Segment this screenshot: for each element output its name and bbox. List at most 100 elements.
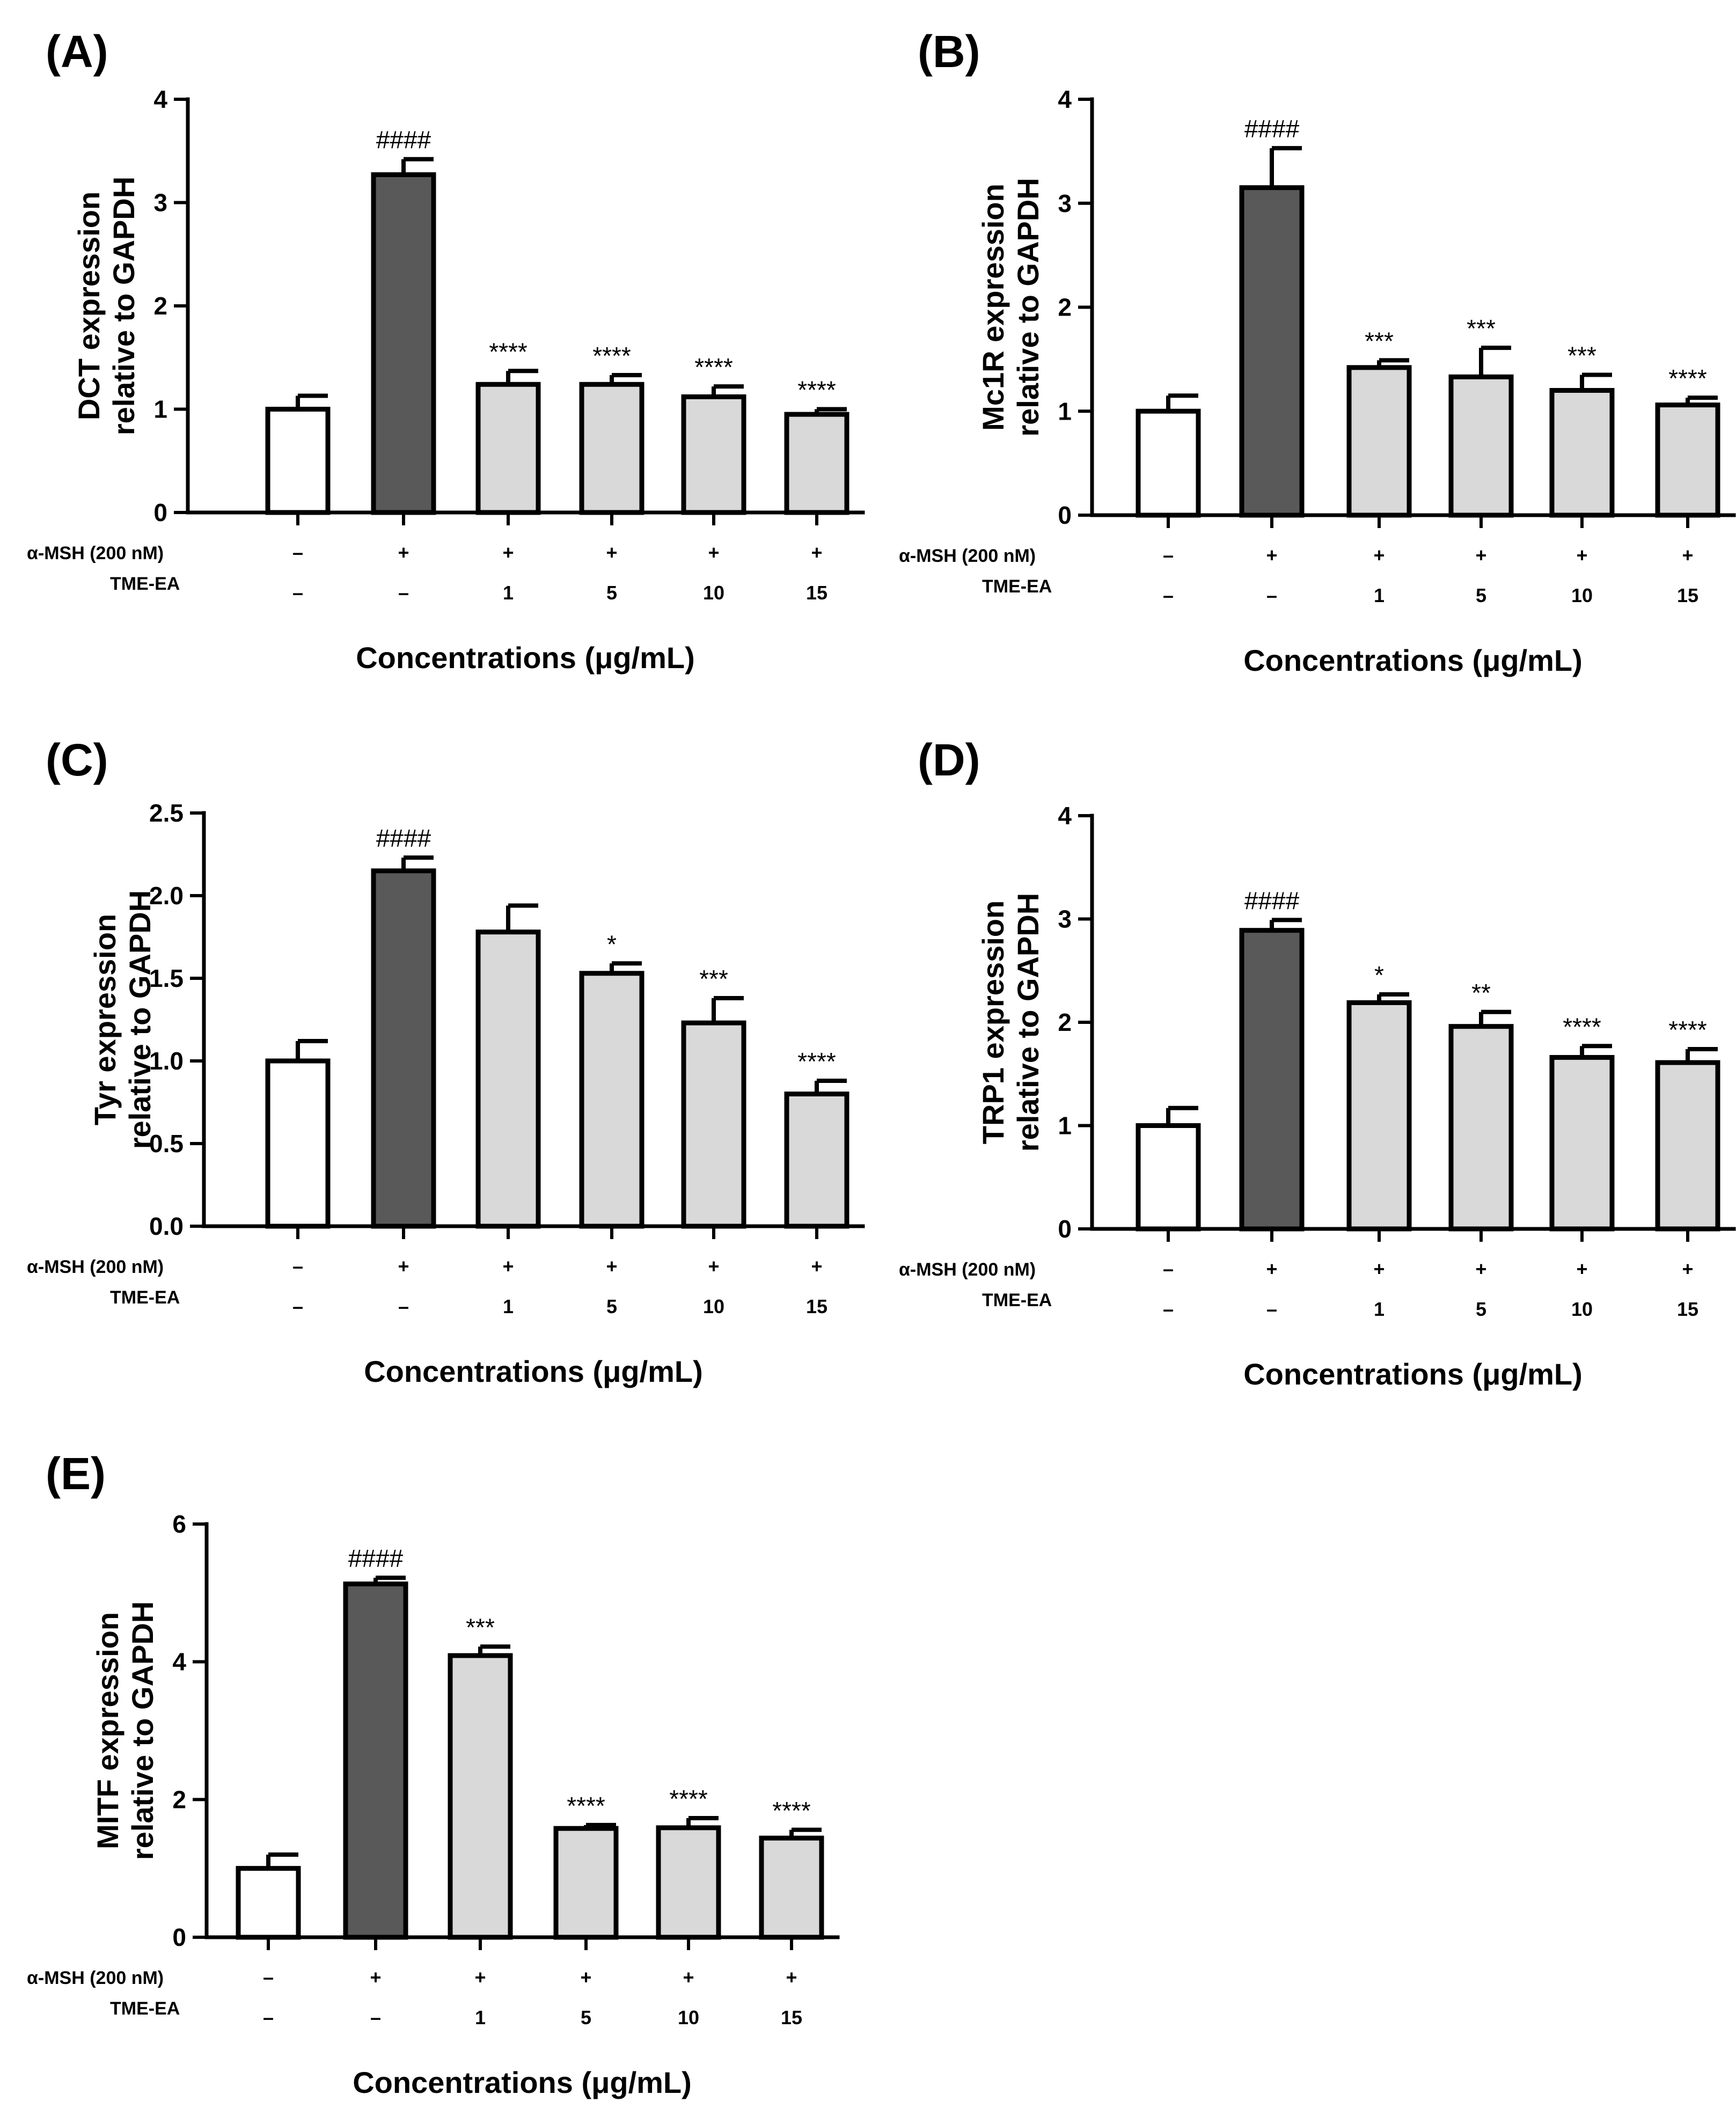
bar	[784, 1092, 849, 1229]
tme-value: 1	[475, 2006, 486, 2028]
msh-value: –	[1163, 1258, 1174, 1280]
significance-label: ****	[1668, 1016, 1707, 1044]
significance-label: ####	[1244, 115, 1300, 143]
y-tick-label: 1	[1058, 1112, 1072, 1140]
msh-value: +	[370, 1966, 381, 1988]
panel-letter: (C)	[46, 735, 108, 785]
error-bar	[506, 903, 538, 932]
significance-label: ****	[567, 1792, 605, 1820]
error-bar	[1166, 1105, 1198, 1126]
bar	[553, 1826, 619, 1940]
significance-label: ****	[797, 376, 836, 404]
panel-c: (C) 0.0 0.5 1.0 1.5 2.0 2.5 Tyr expression relat…	[27, 735, 865, 1388]
significance-label: ***	[1567, 341, 1596, 369]
tme-row-label: TME-EA	[110, 1287, 180, 1308]
tme-value: 5	[606, 1295, 617, 1317]
tme-value: –	[1163, 1298, 1174, 1320]
tme-value: 1	[1374, 1298, 1385, 1320]
tme-value: 15	[1677, 1298, 1698, 1320]
significance-label: ****	[694, 353, 733, 381]
y-axis-label: relative to GAPDH	[123, 890, 157, 1149]
msh-value: +	[1475, 1258, 1486, 1280]
y-axis-label: MITF expression	[91, 1612, 124, 1849]
y-tick-label: 1.0	[149, 1047, 184, 1075]
bar	[371, 868, 436, 1229]
y-tick-label: 1	[153, 396, 167, 423]
bar	[784, 412, 849, 515]
tme-value: 5	[581, 2006, 591, 2028]
tme-value: –	[292, 1295, 303, 1317]
error-bar	[1166, 393, 1198, 412]
x-axis-label: Concentrations (μg/mL)	[353, 2066, 692, 2099]
tme-value: –	[1163, 584, 1174, 606]
msh-value: +	[1373, 1258, 1385, 1280]
error-bar	[401, 157, 434, 175]
tme-row-label: TME-EA	[110, 1998, 180, 2019]
tme-value: 1	[503, 1295, 514, 1317]
error-bar	[712, 995, 744, 1023]
significance-label: ####	[348, 1544, 404, 1572]
msh-value: +	[502, 541, 514, 563]
y-tick-label: 2.5	[149, 799, 184, 827]
bar	[1239, 185, 1305, 518]
msh-row-label: α-MSH (200 nM)	[27, 543, 164, 563]
bar	[265, 1058, 331, 1229]
tme-value: –	[1266, 584, 1277, 606]
tme-value: 10	[703, 1295, 724, 1317]
significance-label: ****	[489, 338, 528, 365]
significance-label: ****	[1668, 364, 1707, 392]
significance-label: ***	[1365, 327, 1394, 355]
y-tick-label: 2	[1058, 1008, 1072, 1036]
msh-value: +	[811, 1255, 822, 1277]
significance-label: ####	[376, 126, 431, 154]
significance-label: ***	[699, 965, 728, 993]
significance-label: ***	[466, 1613, 495, 1641]
msh-value: +	[398, 541, 409, 563]
msh-row-label: α-MSH (200 nM)	[27, 1968, 164, 1988]
msh-value: –	[263, 1966, 274, 1988]
panel-d: (D) 0 1 2 3 4 TRP1 expression relative to GAPDH…	[899, 735, 1736, 1391]
msh-value: +	[1475, 544, 1486, 566]
msh-value: +	[1576, 544, 1587, 566]
tme-value: 10	[1571, 1298, 1593, 1320]
panel-letter: (B)	[918, 26, 980, 77]
bar	[681, 1020, 746, 1229]
y-tick-label: 1	[1058, 397, 1072, 425]
msh-value: –	[1163, 544, 1174, 566]
msh-value: +	[708, 541, 719, 563]
y-tick-label: 6	[172, 1510, 186, 1538]
bar	[1346, 365, 1412, 518]
significance-label: **	[1471, 979, 1491, 1007]
bar	[1136, 408, 1201, 518]
msh-value: +	[502, 1255, 514, 1277]
y-tick-label: 3	[1058, 905, 1072, 933]
y-axis-label: Tyr expression	[88, 914, 122, 1125]
significance-label: ####	[1244, 887, 1300, 914]
significance-label: ****	[1563, 1013, 1601, 1041]
tme-value: 5	[606, 582, 617, 604]
msh-value: –	[292, 541, 303, 563]
y-tick-label: 2	[1058, 294, 1072, 321]
tme-row-label: TME-EA	[982, 576, 1052, 597]
tme-value: –	[263, 2006, 274, 2028]
y-tick-label: 0	[1058, 501, 1072, 529]
tme-value: –	[1266, 1298, 1277, 1320]
y-tick-label: 0	[172, 1923, 186, 1951]
significance-label: ***	[1467, 314, 1496, 342]
y-axis-label: Mc1R expression	[976, 184, 1010, 431]
msh-value: +	[708, 1255, 719, 1277]
msh-value: +	[1373, 544, 1385, 566]
msh-value: +	[811, 541, 822, 563]
bar	[343, 1581, 408, 1940]
msh-value: +	[1682, 1258, 1693, 1280]
tme-value: 15	[806, 1295, 827, 1317]
panel-e: (E) 0 2 4 6 MITF expression relative to GAPDH #…	[27, 1448, 840, 2099]
significance-label: ****	[669, 1785, 708, 1813]
msh-value: +	[474, 1966, 486, 1988]
significance-label: ****	[592, 342, 631, 370]
y-axis-label: relative to GAPDH	[126, 1601, 159, 1860]
msh-value: +	[1266, 544, 1277, 566]
bar	[1448, 374, 1514, 518]
bar	[579, 382, 644, 515]
